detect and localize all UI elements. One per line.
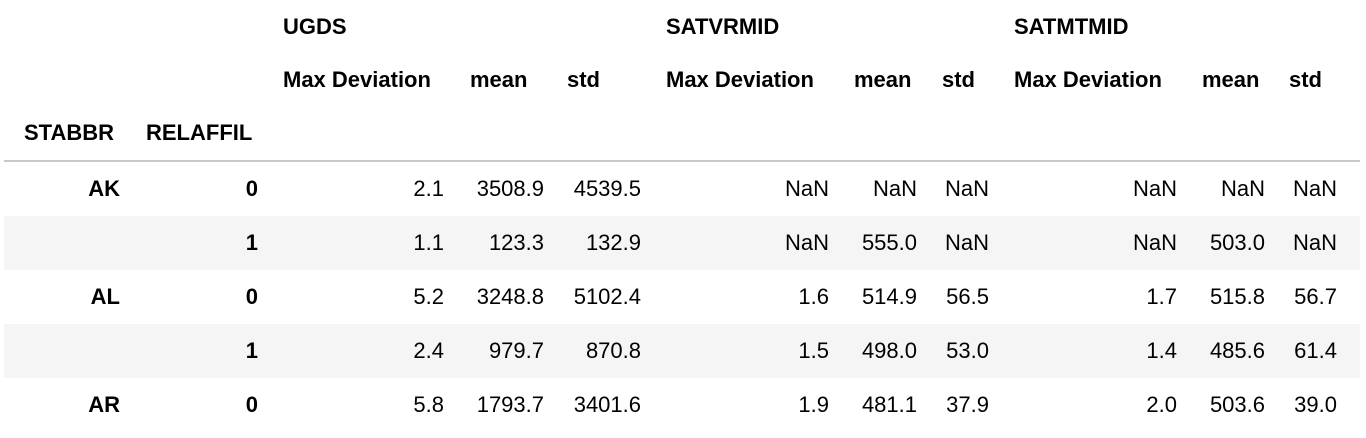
index-name-row: STABBR RELAFFIL bbox=[0, 120, 1366, 148]
sub-header-row: Max Deviation mean std Max Deviation mea… bbox=[0, 67, 1366, 93]
table-cell: 1.9 bbox=[798, 392, 829, 417]
index-name-relaffil: RELAFFIL bbox=[146, 120, 253, 145]
row-index-stabbr: AL bbox=[90, 284, 120, 309]
table-cell: 39.0 bbox=[1294, 392, 1337, 417]
row-index-stabbr: AR bbox=[88, 392, 120, 417]
row-index-relaffil: 1 bbox=[245, 338, 258, 363]
table-cell: 2.0 bbox=[1146, 392, 1177, 417]
table-cell: 5.8 bbox=[413, 392, 444, 417]
table-cell: 56.5 bbox=[946, 284, 989, 309]
row-index-relaffil: 0 bbox=[245, 284, 258, 309]
sub-header-ugds-mean: mean bbox=[470, 67, 528, 92]
sub-header-ugds-max-deviation: Max Deviation bbox=[283, 67, 431, 92]
table-cell: 1793.7 bbox=[476, 392, 544, 417]
table-cell: 485.6 bbox=[1209, 338, 1265, 363]
sub-header-satvrmid-mean: mean bbox=[854, 67, 912, 92]
group-header-satmtmid: SATMTMID bbox=[1014, 14, 1129, 39]
row-index-relaffil: 1 bbox=[245, 230, 258, 255]
table-cell: NaN bbox=[872, 176, 917, 201]
table-cell: 1.4 bbox=[1146, 338, 1177, 363]
row-index-relaffil: 0 bbox=[245, 176, 258, 201]
table-cell: 56.7 bbox=[1294, 284, 1337, 309]
table-cell: 870.8 bbox=[585, 338, 641, 363]
table-row: 1 2.4 979.7 870.8 1.5 498.0 53.0 1.4 485… bbox=[4, 324, 1360, 378]
table-cell: 979.7 bbox=[488, 338, 544, 363]
table-cell: 514.9 bbox=[861, 284, 917, 309]
table-cell: NaN bbox=[1132, 176, 1177, 201]
table-cell: NaN bbox=[1292, 230, 1337, 255]
table-cell: 503.6 bbox=[1209, 392, 1265, 417]
table-cell: NaN bbox=[1220, 176, 1265, 201]
table-cell: 37.9 bbox=[946, 392, 989, 417]
table-cell: NaN bbox=[1132, 230, 1177, 255]
table-cell: 4539.5 bbox=[573, 176, 641, 201]
table-row: AR 0 5.8 1793.7 3401.6 1.9 481.1 37.9 2.… bbox=[4, 378, 1360, 432]
index-name-stabbr: STABBR bbox=[24, 120, 115, 145]
row-index-stabbr: AK bbox=[88, 176, 120, 201]
table-cell: NaN bbox=[1292, 176, 1337, 201]
column-group-header-row: UGDS SATVRMID SATMTMID bbox=[0, 14, 1366, 40]
table-cell: 5.2 bbox=[413, 284, 444, 309]
table-cell: 61.4 bbox=[1294, 338, 1337, 363]
table-cell: 481.1 bbox=[861, 392, 917, 417]
table-row: AL 0 5.2 3248.8 5102.4 1.6 514.9 56.5 1.… bbox=[4, 270, 1360, 324]
table-cell: 3401.6 bbox=[573, 392, 641, 417]
table-cell: NaN bbox=[944, 230, 989, 255]
table-cell: 5102.4 bbox=[573, 284, 641, 309]
table-cell: 1.7 bbox=[1146, 284, 1177, 309]
table-cell: NaN bbox=[784, 230, 829, 255]
group-header-ugds: UGDS bbox=[283, 14, 347, 39]
sub-header-satmtmid-std: std bbox=[1289, 67, 1322, 92]
sub-header-satvrmid-max-deviation: Max Deviation bbox=[666, 67, 814, 92]
table-cell: 1.5 bbox=[798, 338, 829, 363]
table-cell: 123.3 bbox=[488, 230, 544, 255]
table-cell: 1.1 bbox=[413, 230, 444, 255]
table-cell: 515.8 bbox=[1209, 284, 1265, 309]
sub-header-ugds-std: std bbox=[567, 67, 600, 92]
group-header-satvrmid: SATVRMID bbox=[666, 14, 780, 39]
table-cell: 3248.8 bbox=[476, 284, 544, 309]
table-cell: 498.0 bbox=[861, 338, 917, 363]
sub-header-satmtmid-max-deviation: Max Deviation bbox=[1014, 67, 1162, 92]
sub-header-satvrmid-std: std bbox=[942, 67, 975, 92]
row-index-relaffil: 0 bbox=[245, 392, 258, 417]
table-row: 1 1.1 123.3 132.9 NaN 555.0 NaN NaN 503.… bbox=[4, 216, 1360, 270]
table-cell: 132.9 bbox=[585, 230, 641, 255]
table-cell: 53.0 bbox=[946, 338, 989, 363]
table-cell: 503.0 bbox=[1209, 230, 1265, 255]
table-cell: NaN bbox=[944, 176, 989, 201]
row-index-stabbr bbox=[4, 216, 120, 270]
table-cell: NaN bbox=[784, 176, 829, 201]
table-cell: 3508.9 bbox=[476, 176, 544, 201]
header-divider bbox=[4, 160, 1360, 162]
table-cell: 1.6 bbox=[798, 284, 829, 309]
table-cell: 2.1 bbox=[413, 176, 444, 201]
sub-header-satmtmid-mean: mean bbox=[1202, 67, 1260, 92]
table-cell: 2.4 bbox=[413, 338, 444, 363]
table-cell: 555.0 bbox=[861, 230, 917, 255]
table-row: AK 0 2.1 3508.9 4539.5 NaN NaN NaN NaN N… bbox=[4, 162, 1360, 216]
row-index-stabbr bbox=[4, 324, 120, 378]
